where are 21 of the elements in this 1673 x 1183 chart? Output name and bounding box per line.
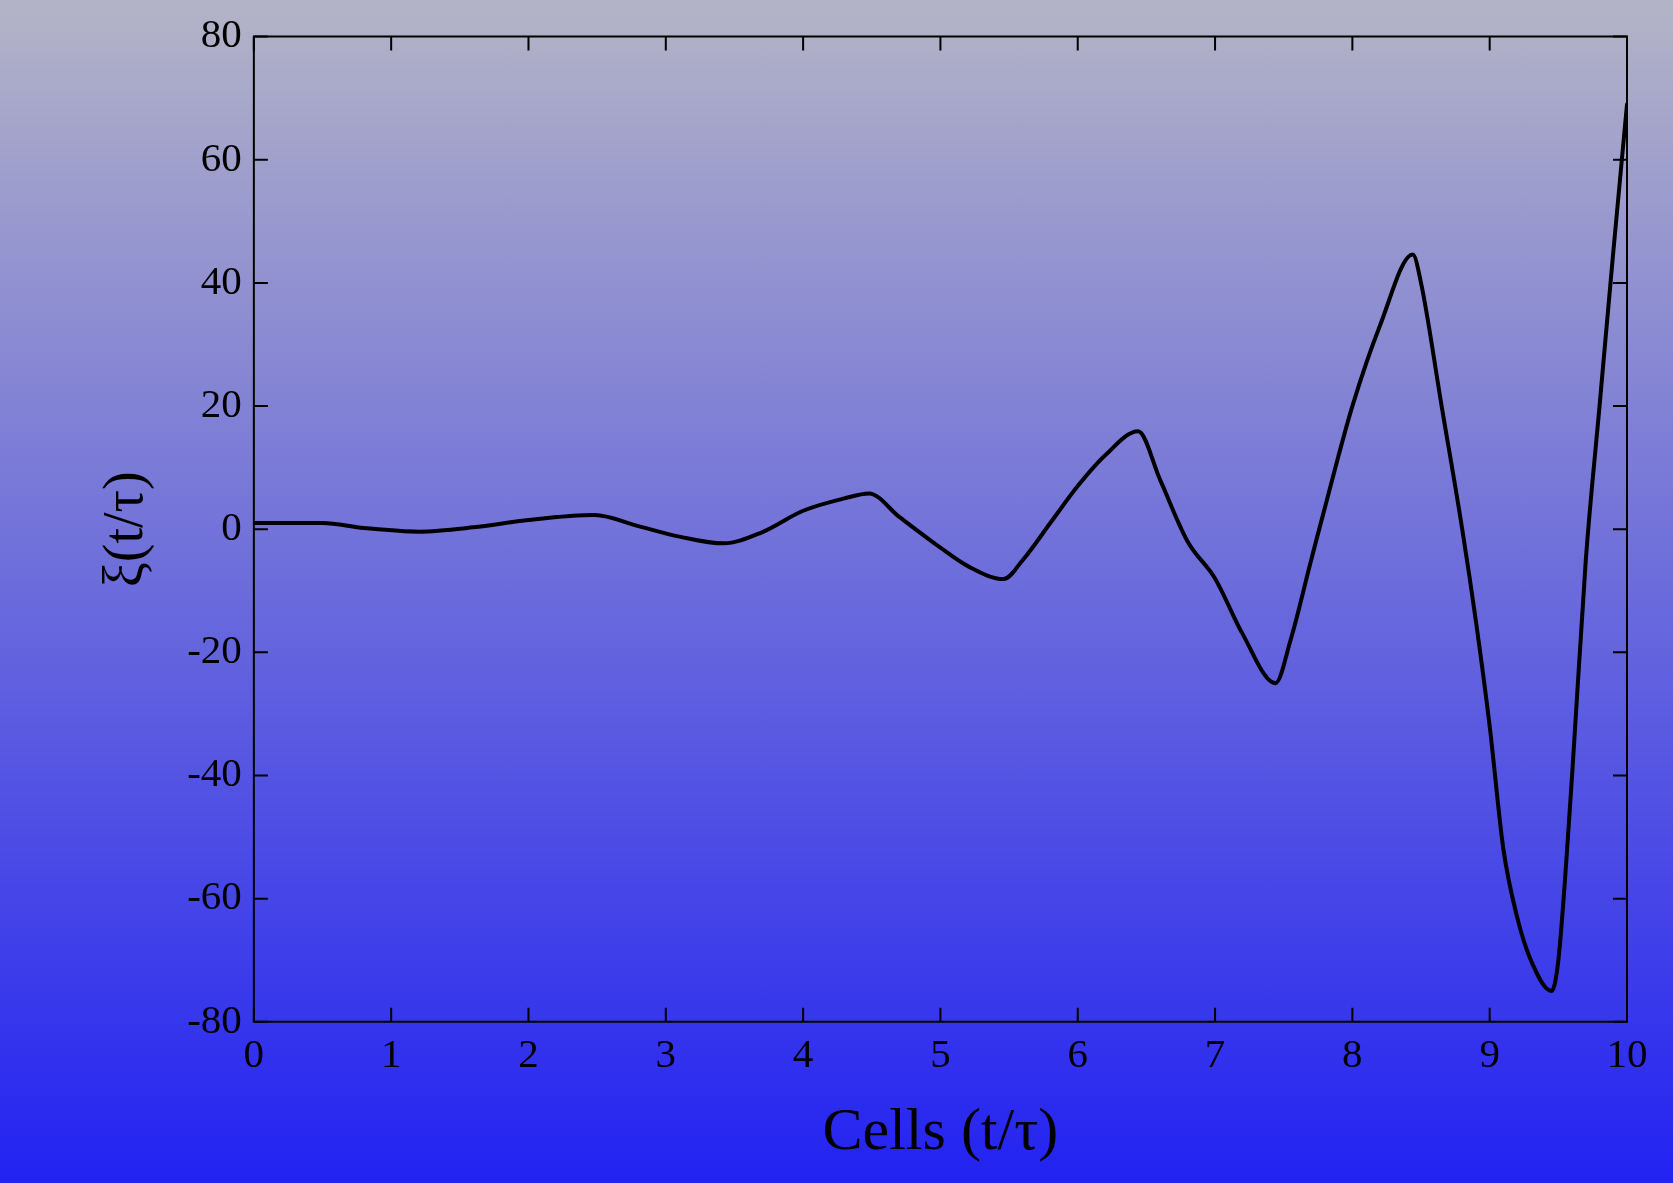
y-tick-label: 20 bbox=[200, 379, 242, 426]
y-tick-label: -60 bbox=[187, 872, 242, 919]
x-tick-label: 9 bbox=[1479, 1030, 1500, 1077]
x-axis-title: Cells (t/τ) bbox=[822, 1095, 1059, 1162]
y-tick-label: 80 bbox=[200, 10, 242, 57]
y-tick-label: 60 bbox=[200, 133, 242, 180]
x-tick-label: 5 bbox=[930, 1030, 951, 1077]
x-tick-label: 2 bbox=[518, 1030, 539, 1077]
x-tick-label: 4 bbox=[792, 1030, 814, 1077]
y-tick-label: -40 bbox=[187, 749, 242, 796]
x-tick-label: 1 bbox=[380, 1030, 402, 1077]
x-tick-label: 3 bbox=[655, 1030, 677, 1077]
y-tick-label: -80 bbox=[187, 995, 242, 1042]
y-tick-label: 40 bbox=[200, 256, 242, 303]
y-axis-title: ξ(t/τ) bbox=[92, 471, 156, 588]
y-tick-label: 0 bbox=[221, 502, 242, 549]
x-tick-label: 8 bbox=[1342, 1030, 1363, 1077]
x-tick-label: 10 bbox=[1606, 1030, 1648, 1077]
y-tick-label: -20 bbox=[187, 626, 242, 673]
x-tick-label: 7 bbox=[1204, 1030, 1226, 1077]
x-tick-label: 6 bbox=[1067, 1030, 1088, 1077]
